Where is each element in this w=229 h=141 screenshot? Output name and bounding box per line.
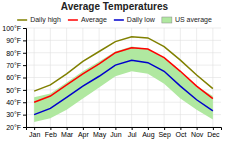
chart: Average TemperaturesDaily highAverageDai… (0, 0, 229, 141)
tick: Nov (191, 127, 204, 138)
tick: Oct (175, 127, 186, 138)
tick-mark (23, 102, 26, 103)
tick-mark (180, 127, 181, 130)
tick: 30°F (6, 111, 26, 118)
axis-line (27, 128, 222, 131)
tick-mark (50, 127, 51, 130)
tick-label: 70°F (6, 62, 21, 69)
tick-mark (213, 127, 214, 130)
tick: Mar (61, 127, 74, 138)
tick-mark (23, 78, 26, 79)
tick-label: Nov (191, 131, 204, 138)
grid-line (26, 40, 221, 41)
grid-line (26, 77, 221, 78)
tick-mark (23, 40, 26, 41)
legend-label: Daily high (30, 16, 61, 24)
tick: Jun (110, 127, 121, 138)
tick-label: Jun (110, 131, 121, 138)
tick-label: Mar (61, 131, 74, 138)
plot: Jan Feb Mar AprMayJun Jul AugSep Oct NovDec 20°F… (2, 25, 221, 139)
tick-mark (99, 127, 100, 130)
band (34, 47, 213, 122)
legend-item: Average (68, 16, 107, 24)
tick: 90°F (6, 37, 26, 44)
tick: Feb (45, 127, 57, 138)
tick-mark (23, 65, 26, 66)
tick: 60°F (6, 74, 26, 81)
title: Average Temperatures (61, 1, 169, 12)
legend-swatch (68, 19, 78, 21)
tick: 100°F (2, 25, 26, 32)
tick-label: Jul (128, 131, 137, 138)
grid-line (147, 28, 148, 127)
tick-label: 90°F (6, 37, 21, 44)
tick-label: 30°F (6, 111, 21, 118)
tick: Apr (78, 127, 90, 139)
legend-label: Daily low (127, 16, 156, 24)
tick-mark (197, 127, 198, 130)
tick: Sep (158, 127, 171, 139)
grid-line (26, 28, 221, 29)
tick-label: 100°F (2, 25, 21, 32)
tick-label: Jan (29, 131, 40, 138)
legend-label: Average (81, 16, 107, 24)
tick-mark (23, 28, 26, 29)
tick-mark (23, 53, 26, 54)
marks (34, 37, 213, 122)
line (34, 37, 213, 91)
grid (26, 28, 221, 127)
tick-label: Dec (207, 131, 220, 138)
tick-label: 40°F (6, 99, 21, 106)
line (34, 60, 213, 114)
grid-line (66, 28, 67, 127)
tick-mark (23, 127, 26, 128)
tick-mark (148, 127, 149, 130)
tick-label: 80°F (6, 49, 21, 56)
tick-mark (83, 127, 84, 130)
tick: Jan (29, 127, 40, 138)
tick-label: Oct (175, 131, 186, 138)
tick-label: Feb (45, 131, 57, 138)
y-axis: 20°F 30°F 40°F 50°F 60°F 70°F 80°F 90°F 100°F (2, 25, 26, 131)
line (34, 48, 213, 102)
tick: 50°F (6, 87, 26, 94)
tick: 20°F (6, 124, 26, 131)
legend-item: US average (162, 16, 212, 24)
tick-label: Aug (142, 131, 155, 139)
grid-line (196, 28, 197, 127)
tick-label: 20°F (6, 124, 21, 131)
tick-mark (115, 127, 116, 130)
tick: Aug (142, 127, 155, 139)
tick-label: 60°F (6, 74, 21, 81)
tick-label: Apr (78, 131, 90, 139)
legend-swatch (162, 17, 172, 23)
tick-mark (23, 115, 26, 116)
legend-swatch (114, 19, 124, 21)
tick: 70°F (6, 62, 26, 69)
legend-label: US average (175, 16, 212, 24)
tick-mark (164, 127, 165, 130)
tick-mark (132, 127, 133, 130)
x-axis: Jan Feb Mar AprMayJun Jul AugSep Oct NovDec (27, 127, 222, 139)
tick-label: May (93, 131, 107, 139)
tick: Jul (128, 127, 137, 138)
tick-mark (67, 127, 68, 130)
tick-mark (34, 127, 35, 130)
tick-mark (23, 90, 26, 91)
tick: May (93, 127, 107, 139)
tick: 40°F (6, 99, 26, 106)
legend: Daily high Average Daily low US average (17, 16, 212, 24)
legend-swatch (17, 19, 27, 21)
tick-label: 50°F (6, 87, 21, 94)
grid-line (131, 28, 132, 127)
grid-line (115, 28, 116, 127)
legend-item: Daily high (17, 16, 61, 24)
legend-item: Daily low (114, 16, 156, 24)
tick-label: Sep (158, 131, 171, 139)
tick: 80°F (6, 49, 26, 56)
axis-line (23, 29, 27, 128)
tick: Dec (207, 127, 220, 138)
